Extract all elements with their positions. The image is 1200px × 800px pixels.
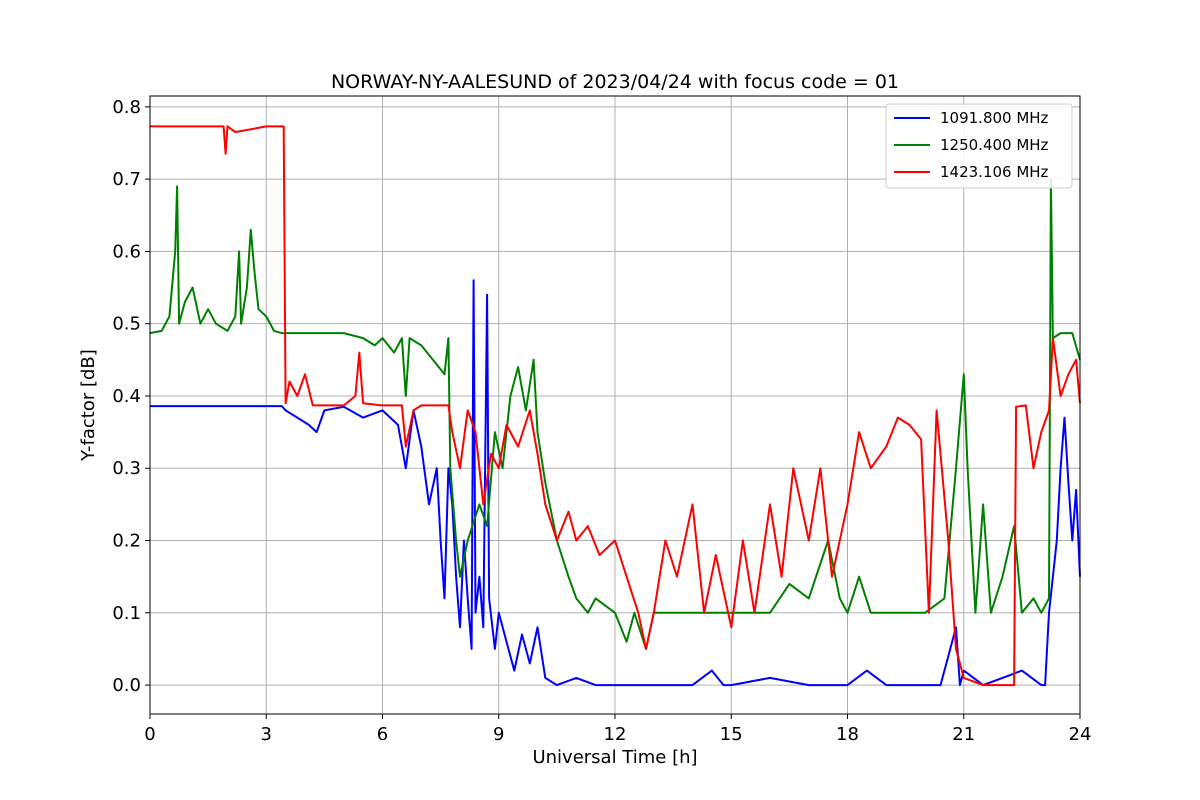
y-tick-label: 0.6 bbox=[112, 241, 141, 262]
x-tick-label: 3 bbox=[261, 724, 272, 745]
x-tick-label: 15 bbox=[720, 724, 743, 745]
series-line-1250-400 bbox=[149, 178, 1081, 650]
x-tick-label: 21 bbox=[952, 724, 975, 745]
y-tick-label: 0.5 bbox=[112, 314, 141, 335]
legend-entry: 1091.800 MHz bbox=[940, 109, 1049, 127]
x-tick-label: 6 bbox=[377, 724, 388, 745]
chart-title: NORWAY-NY-AALESUND of 2023/04/24 with fo… bbox=[331, 71, 899, 93]
x-tick-label: 9 bbox=[493, 724, 504, 745]
y-tick-label: 0.1 bbox=[112, 603, 141, 624]
y-tick-label: 0.2 bbox=[112, 531, 141, 552]
y-tick-label: 0.0 bbox=[112, 675, 141, 696]
series-layer bbox=[149, 125, 1081, 687]
legend: 1091.800 MHz 1250.400 MHz 1423.106 MHz bbox=[885, 103, 1073, 189]
y-tick-label: 0.8 bbox=[112, 97, 141, 118]
y-tick-label: 0.3 bbox=[112, 458, 141, 479]
y-axis: 0.0 0.1 0.2 0.3 0.4 0.5 0.6 0.7 0.8 bbox=[112, 97, 150, 696]
legend-box bbox=[885, 103, 1073, 189]
y-tick-label: 0.7 bbox=[112, 169, 141, 190]
legend-entry: 1423.106 MHz bbox=[940, 163, 1049, 181]
x-axis-label: Universal Time [h] bbox=[532, 747, 697, 768]
x-tick-label: 24 bbox=[1069, 724, 1092, 745]
x-axis: 0 3 6 9 12 15 18 21 24 bbox=[144, 714, 1091, 745]
y-tick-label: 0.4 bbox=[112, 386, 141, 407]
legend-entry: 1250.400 MHz bbox=[940, 136, 1049, 154]
series-line-1423-106 bbox=[150, 125, 1081, 687]
x-tick-label: 18 bbox=[836, 724, 859, 745]
x-tick-label: 12 bbox=[604, 724, 627, 745]
y-axis-label: Y-factor [dB] bbox=[78, 349, 99, 462]
x-tick-label: 0 bbox=[144, 724, 155, 745]
